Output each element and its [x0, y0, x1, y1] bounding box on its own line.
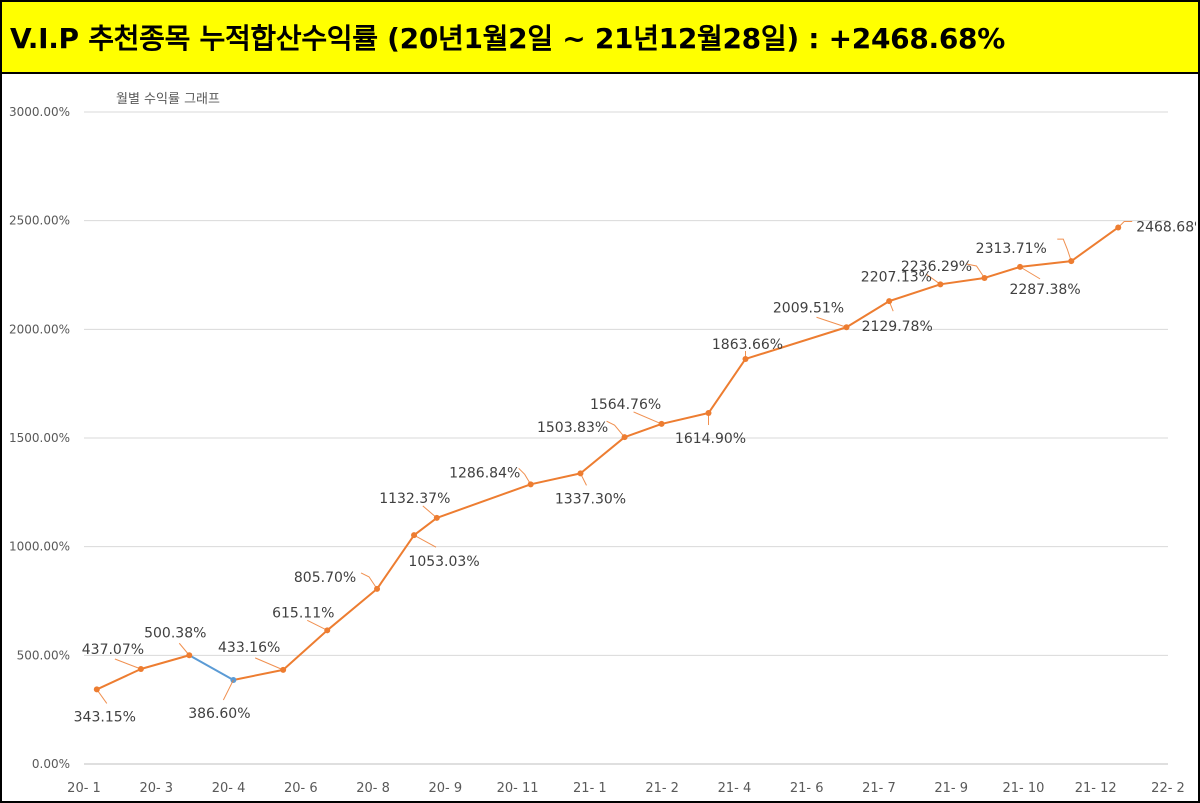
- label-leader-line: [114, 658, 142, 670]
- series-segment: [232, 668, 285, 681]
- data-label: 343.15%: [74, 709, 136, 725]
- label-leader-line: [816, 316, 847, 328]
- y-tick-label: 500.00%: [17, 648, 70, 662]
- series-segment: [707, 357, 747, 415]
- series-segment: [1019, 260, 1073, 268]
- y-tick-label: 2500.00%: [9, 214, 70, 228]
- data-label: 615.11%: [272, 605, 334, 621]
- label-leader-line: [926, 273, 941, 285]
- data-label: 2236.29%: [901, 259, 972, 275]
- series-segment: [939, 276, 986, 286]
- series-segment: [845, 300, 891, 329]
- series-segment: [188, 654, 235, 681]
- y-tick-label: 1000.00%: [9, 540, 70, 554]
- label-leader-line: [254, 657, 284, 671]
- data-label: 386.60%: [188, 706, 250, 722]
- data-label: 2009.51%: [773, 300, 844, 316]
- x-tick-label: 21- 10: [1003, 781, 1045, 796]
- x-tick-label: 20- 11: [497, 781, 539, 796]
- series-segment: [435, 483, 532, 519]
- series-segment: [139, 654, 191, 671]
- data-label: 1132.37%: [379, 491, 450, 507]
- label-leader-line: [633, 411, 662, 425]
- label-leader-line: [518, 467, 532, 485]
- y-tick-label: 3000.00%: [9, 105, 70, 119]
- y-tick-label: 0.00%: [32, 757, 70, 771]
- label-leader-line: [580, 473, 587, 486]
- series-segment: [744, 326, 848, 360]
- label-leader-line: [360, 572, 378, 590]
- series-segment: [282, 629, 329, 671]
- series-segment: [660, 412, 710, 425]
- line-chart: 월별 수익률 그래프 0.00% 500.00% 1000.00% 1500.00% 2…: [9, 92, 1196, 796]
- data-label: 433.16%: [218, 640, 280, 656]
- data-label: 2468.68%: [1136, 219, 1196, 235]
- series-segment: [1070, 226, 1120, 263]
- series-segment: [623, 422, 663, 439]
- series-segment: [95, 668, 142, 691]
- label-leader-line: [606, 420, 625, 438]
- x-tick-label: 20- 3: [139, 781, 173, 796]
- x-tick-label: 20- 4: [212, 781, 246, 796]
- label-leader-line: [178, 642, 190, 656]
- data-label: 1337.30%: [555, 491, 626, 507]
- banner-title: V.I.P 추천종목 누적합산수익률 (20년1월2일 ~ 21년12월28일)…: [10, 22, 1005, 55]
- series-segment: [983, 265, 1022, 279]
- x-tick-label: 22- 2: [1151, 781, 1185, 796]
- x-tick-label: 21- 6: [790, 781, 824, 796]
- label-leader-line: [222, 679, 234, 701]
- data-label: 2313.71%: [976, 241, 1047, 257]
- x-tick-label: 21- 12: [1075, 781, 1117, 796]
- label-leader-line: [413, 534, 437, 548]
- label-leader-line: [888, 300, 894, 312]
- chart-title: 월별 수익률 그래프: [116, 92, 220, 107]
- x-tick-label: 20- 6: [284, 781, 318, 796]
- data-label: 500.38%: [144, 625, 206, 641]
- x-tick-label: 21- 1: [573, 781, 607, 796]
- data-label: 1564.76%: [590, 397, 661, 413]
- x-tick-label: 21- 9: [934, 781, 968, 796]
- data-label: 437.07%: [82, 642, 144, 658]
- data-label: 1053.03%: [408, 554, 479, 570]
- label-leader-line: [1117, 220, 1133, 228]
- data-label: 1503.83%: [537, 420, 608, 436]
- data-label: 2287.38%: [1009, 282, 1080, 298]
- x-tick-label: 21- 7: [862, 781, 896, 796]
- y-tick-label: 2000.00%: [9, 322, 70, 336]
- series-segment: [888, 283, 942, 303]
- title-banner: V.I.P 추천종목 누적합산수익률 (20년1월2일 ~ 21년12월28일)…: [2, 2, 1198, 74]
- x-tick-label: 20- 9: [429, 781, 463, 796]
- series-segment: [529, 472, 582, 486]
- series-segment: [326, 587, 379, 632]
- series-segment: [413, 516, 438, 537]
- label-leader-line: [422, 505, 438, 519]
- series-segment: [579, 436, 626, 475]
- label-leader-line: [307, 619, 328, 631]
- data-label: 1286.84%: [449, 465, 520, 481]
- label-leader-line: [1019, 266, 1041, 280]
- y-tick-label: 1500.00%: [9, 431, 70, 445]
- label-leader-line: [1057, 238, 1072, 262]
- data-label: 2207.13%: [861, 269, 932, 285]
- data-label: 2129.78%: [862, 319, 933, 335]
- data-label: 1614.90%: [675, 431, 746, 447]
- x-tick-label: 20- 1: [67, 781, 101, 796]
- x-tick-label: 21- 2: [645, 781, 679, 796]
- data-label: 1863.66%: [712, 337, 783, 353]
- data-label: 805.70%: [294, 570, 356, 586]
- label-leader-line: [96, 689, 108, 704]
- x-tick-label: 20- 8: [356, 781, 390, 796]
- series-segment: [376, 534, 416, 590]
- label-leader-line: [966, 263, 985, 279]
- x-tick-label: 21- 4: [718, 781, 752, 796]
